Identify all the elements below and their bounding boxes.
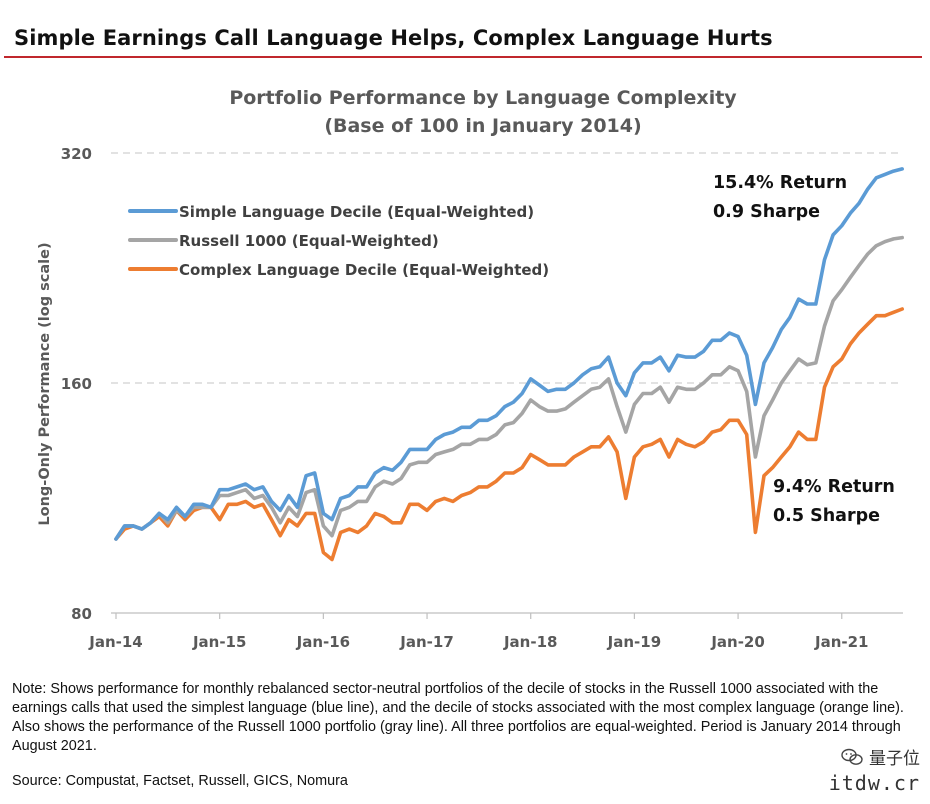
y-axis-label: Long-Only Performance (log scale) — [37, 242, 53, 525]
header: Simple Earnings Call Language Helps, Com… — [4, 26, 924, 58]
chart-note: Note: Shows performance for monthly reba… — [12, 681, 904, 754]
watermark-site: itdw.cr — [828, 771, 920, 795]
legend-label: Simple Language Decile (Equal-Weighted) — [179, 203, 534, 221]
annotation-text: 0.5 Sharpe — [773, 506, 880, 526]
annotation-text: 15.4% Return — [713, 173, 847, 193]
x-tick-label: Jan-16 — [296, 633, 350, 651]
x-tick-label: Jan-17 — [399, 633, 453, 651]
legend-label: Complex Language Decile (Equal-Weighted) — [179, 261, 549, 279]
series-line — [114, 167, 905, 541]
source-line: Source: Compustat, Factset, Russell, GIC… — [12, 773, 348, 789]
y-tick-label: 160 — [61, 375, 92, 393]
x-tick-label: Jan-19 — [607, 633, 661, 651]
wechat-icon — [841, 748, 863, 765]
chart-title: Portfolio Performance by Language Comple… — [229, 87, 737, 109]
x-tick-label: Jan-18 — [503, 633, 557, 651]
series-line — [114, 307, 905, 562]
x-tick-label: Jan-15 — [192, 633, 246, 651]
chart-subtitle: (Base of 100 in January 2014) — [324, 115, 641, 137]
watermark: 量子位 itdw.cr — [829, 744, 920, 795]
series-line — [114, 235, 905, 541]
x-tick-label: Jan-14 — [88, 633, 142, 651]
watermark-brand: 量子位 — [869, 749, 920, 769]
performance-chart: Portfolio Performance by Language Comple… — [37, 87, 905, 651]
annotation-text: 9.4% Return — [773, 477, 895, 497]
annotation-text: 0.9 Sharpe — [713, 202, 820, 222]
x-tick-label: Jan-21 — [814, 633, 868, 651]
y-tick-label: 320 — [61, 145, 92, 163]
legend-label: Russell 1000 (Equal-Weighted) — [179, 232, 439, 250]
x-tick-label: Jan-20 — [710, 633, 764, 651]
page-title: Simple Earnings Call Language Helps, Com… — [14, 26, 773, 50]
title-divider — [4, 56, 922, 58]
y-tick-label: 80 — [71, 605, 92, 623]
